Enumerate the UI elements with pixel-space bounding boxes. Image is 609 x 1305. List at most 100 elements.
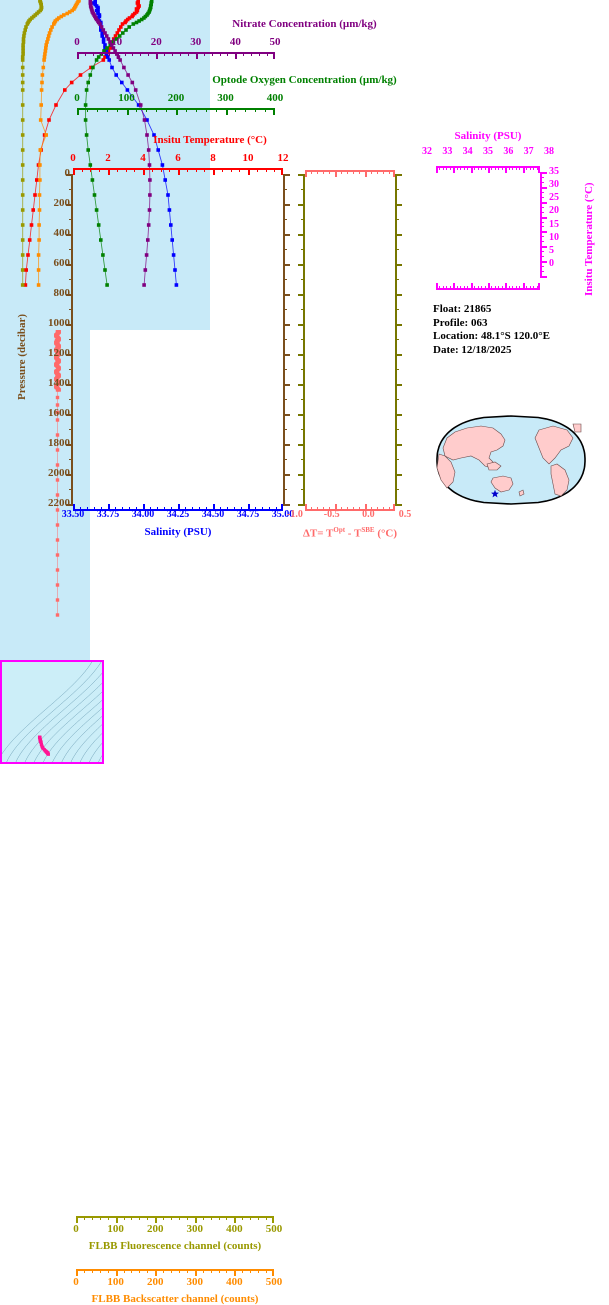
axis-major-tick	[436, 283, 438, 290]
axis-minor-tick	[467, 166, 469, 170]
ts-right-axis	[540, 172, 547, 278]
axis-minor-tick	[395, 429, 399, 430]
temperature-axis-scale	[73, 168, 283, 175]
axis-minor-tick	[460, 166, 462, 170]
delta-t-point	[55, 613, 60, 617]
axis-minor-tick	[262, 507, 263, 511]
delta-t-point	[55, 410, 60, 415]
axis-tick-label: 0	[70, 152, 76, 164]
axis-minor-tick	[301, 399, 305, 400]
axis-minor-tick	[227, 52, 229, 56]
axis-major-tick	[283, 324, 290, 326]
axis-major-tick	[395, 324, 402, 326]
ts-temperature-tick-label: 10	[549, 231, 559, 243]
axis-line	[76, 1216, 274, 1218]
axis-minor-tick	[439, 286, 441, 290]
axis-major-tick	[155, 1269, 158, 1276]
axis-major-tick	[66, 504, 73, 506]
date-row: Date: 12/18/2025	[433, 344, 550, 358]
axis-minor-tick	[269, 507, 270, 511]
axis-minor-tick	[259, 52, 261, 56]
axis-tick-label: 0.0	[362, 509, 375, 520]
axis-major-tick	[115, 1269, 118, 1276]
axis-minor-tick	[107, 1269, 109, 1273]
axis-minor-tick	[529, 286, 531, 290]
axis-major-tick	[273, 52, 275, 59]
fluorescence-axis-title: FLBB Fluorescence channel (counts)	[88, 1240, 262, 1252]
axis-minor-tick	[265, 168, 267, 172]
axis-minor-tick	[540, 266, 544, 268]
axis-minor-tick	[83, 1269, 85, 1273]
axis-tick-label: 0.5	[398, 509, 412, 520]
axis-minor-tick	[147, 1216, 149, 1220]
axis-major-tick	[283, 354, 290, 356]
axis-minor-tick	[533, 166, 535, 170]
axis-major-tick	[126, 108, 129, 115]
axis-minor-tick	[371, 170, 372, 174]
axis-tick-label: 10	[111, 36, 123, 48]
ts-diagram-panel[interactable]	[0, 660, 110, 764]
axis-major-tick	[76, 1269, 78, 1276]
axis-minor-tick	[508, 286, 510, 290]
axis-major-tick	[281, 168, 283, 175]
delta-t-right-axis	[395, 174, 402, 506]
pressure-tick-label: 2200	[48, 497, 70, 509]
delta-t-plot-panel[interactable]	[0, 330, 90, 660]
axis-minor-tick	[186, 1269, 188, 1273]
axis-minor-tick	[395, 339, 399, 340]
axis-minor-tick	[123, 1269, 125, 1273]
axis-minor-tick	[301, 369, 305, 370]
axis-major-tick	[298, 234, 305, 236]
axis-major-tick	[298, 204, 305, 206]
world-map-inset[interactable]	[431, 408, 591, 512]
salinity-axis-scale	[73, 504, 283, 511]
delta-t-point	[55, 478, 60, 482]
axis-tick-label: 0	[74, 36, 80, 48]
axis-minor-tick	[185, 108, 187, 112]
axis-minor-tick	[210, 1216, 212, 1220]
axis-minor-tick	[100, 52, 102, 56]
axis-major-tick	[335, 504, 337, 511]
axis-minor-tick	[202, 1269, 204, 1273]
axis-minor-tick	[477, 286, 479, 290]
axis-major-tick	[77, 108, 79, 115]
axis-tick-label: 200	[167, 92, 185, 104]
axis-major-tick	[283, 294, 290, 296]
axis-minor-tick	[160, 168, 162, 172]
axis-minor-tick	[508, 166, 510, 170]
axis-minor-tick	[491, 286, 493, 290]
axis-tick-label: 35	[483, 146, 493, 157]
axis-major-tick	[540, 231, 547, 234]
axis-tick-label: 40	[229, 36, 241, 48]
axis-tick-label: 20	[150, 36, 162, 48]
axis-major-tick	[488, 166, 490, 173]
axis-major-tick	[76, 1216, 78, 1223]
axis-major-tick	[395, 444, 402, 446]
axis-minor-tick	[171, 1216, 173, 1220]
axis-minor-tick	[540, 256, 544, 258]
axis-minor-tick	[106, 108, 108, 112]
axis-minor-tick	[383, 507, 384, 511]
axis-minor-tick	[185, 507, 186, 511]
profile-plot-panel[interactable]	[0, 0, 210, 330]
delta-t-point	[55, 463, 60, 467]
axis-minor-tick	[498, 286, 500, 290]
axis-minor-tick	[69, 279, 73, 280]
axis-minor-tick	[115, 507, 116, 511]
axis-minor-tick	[122, 507, 123, 511]
axis-minor-tick	[146, 108, 148, 112]
axis-minor-tick	[283, 339, 287, 340]
axis-minor-tick	[266, 1269, 268, 1273]
axis-minor-tick	[91, 1269, 93, 1273]
axis-major-tick	[176, 108, 178, 115]
axis-minor-tick	[323, 507, 324, 511]
axis-minor-tick	[540, 181, 544, 183]
axis-minor-tick	[283, 399, 287, 400]
axis-tick-label: -1.0	[287, 509, 303, 520]
axis-minor-tick	[301, 489, 305, 490]
axis-minor-tick	[134, 168, 136, 172]
axis-minor-tick	[140, 52, 142, 56]
delta-t-point	[55, 395, 60, 400]
axis-minor-tick	[540, 226, 544, 228]
axis-major-tick	[538, 166, 540, 173]
